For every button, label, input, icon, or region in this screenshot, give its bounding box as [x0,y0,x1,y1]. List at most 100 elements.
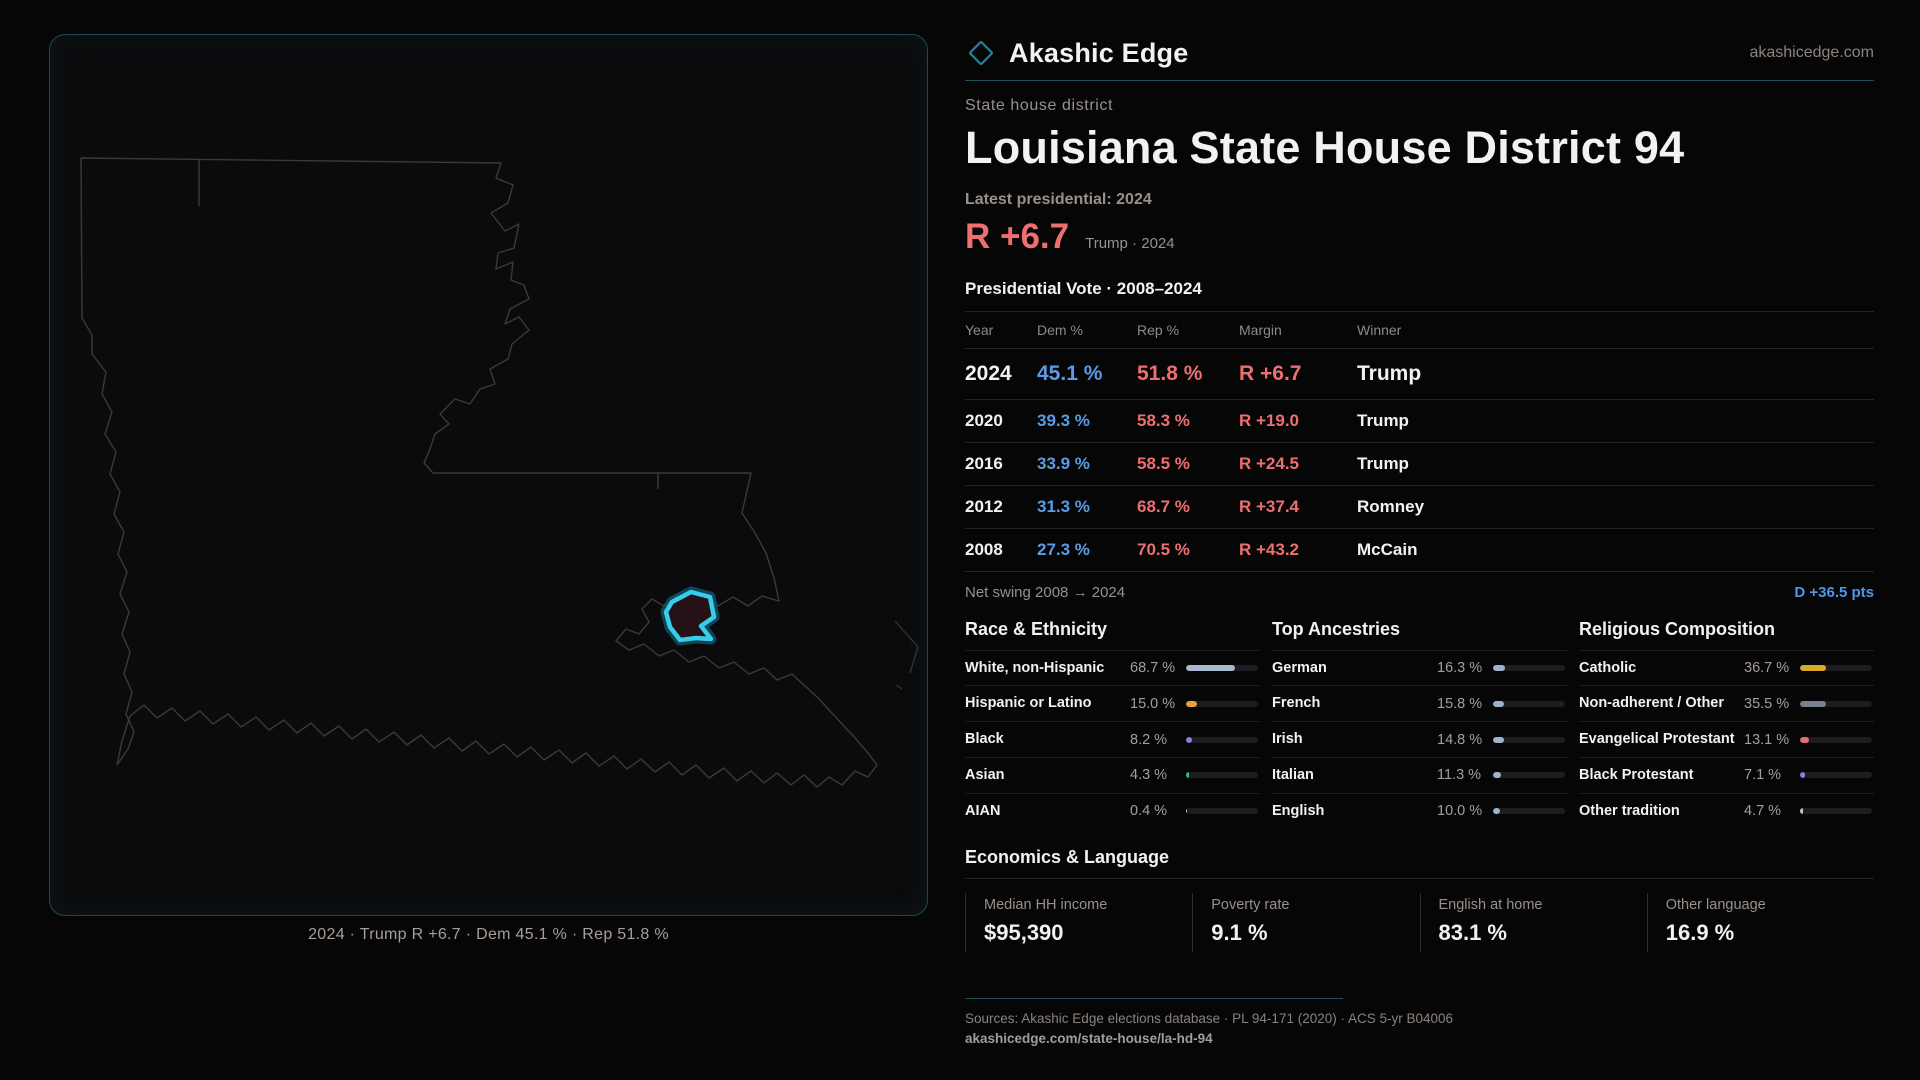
stat-row: English 10.0 % [1272,792,1567,829]
brand-header: Akashic Edge akashicedge.com [965,30,1874,76]
stat-label: French [1272,695,1321,712]
stat-row: AIAN 0.4 % [965,792,1260,829]
stat-value: 16.3 % [1437,659,1483,676]
stat-label: English [1272,802,1325,819]
eyebrow-label: State house district [965,97,1114,114]
stat-bar [1800,772,1872,779]
diamond-logo-icon [969,41,993,65]
row-divider [965,398,1874,400]
stat-label: Poverty rate [1211,896,1290,913]
cell-winner: Trump [1357,361,1422,385]
stat-cell: Poverty rate 9.1 % [1192,892,1419,952]
stat-bar [1493,700,1565,707]
cell-margin: R +19.0 [1239,410,1300,430]
cell-year: 2020 [965,410,1003,430]
state-outline [80,157,878,788]
latest-presidential-label: Latest presidential: 2024 [965,190,1152,208]
cell-dem: 45.1 % [1037,361,1103,385]
table-row: 2020 39.3 % 58.3 % R +19.0 Trump [965,400,1874,442]
col-margin: Margin [1239,321,1282,338]
stat-value: 10.0 % [1437,803,1483,820]
row-divider [965,484,1874,486]
table-row: 2012 31.3 % 68.7 % R +37.4 Romney [965,486,1874,528]
net-swing-row: Net swing 2008 → 2024 D +36.5 pts [965,572,1874,607]
stat-row: Catholic 36.7 % [1579,649,1874,686]
stat-row: Black Protestant 7.1 % [1579,757,1874,793]
stat-cell: Median HH income $95,390 [965,892,1192,952]
net-swing-value: D +36.5 pts [1794,583,1874,601]
stat-value: 0.4 % [1130,803,1168,820]
brand-name: Akashic Edge [1009,37,1189,68]
permalink-url[interactable]: akashicedge.com/state-house/la-hd-94 [965,1030,1213,1046]
cell-winner: Trump [1357,453,1409,473]
table-top-divider [965,310,1874,312]
row-divider [965,527,1874,529]
cell-rep: 51.8 % [1137,361,1203,385]
table-row: 2016 33.9 % 58.5 % R +24.5 Trump [965,443,1874,485]
table-header-row: Year Dem % Rep % Margin Winner [965,312,1874,348]
stat-bar [1186,664,1258,671]
stat-label: German [1272,659,1327,676]
stat-value: $95,390 [984,919,1064,945]
stat-label: Other language [1665,896,1766,913]
footer: Sources: Akashic Edge elections database… [965,997,1874,1048]
stat-bar [1800,700,1872,707]
stat-row: Italian 11.3 % [1272,757,1567,793]
cell-dem: 31.3 % [1037,496,1090,516]
stat-row: Irish 14.8 % [1272,721,1567,757]
economics-title: Economics & Language [965,846,1170,867]
stat-value: 4.3 % [1130,767,1168,784]
col-year: Year [965,321,994,338]
ancestries-column: Top Ancestries German 16.3 % French 15.8… [1272,619,1567,829]
district-94-shape[interactable] [663,589,717,643]
col-dem: Dem % [1037,321,1083,338]
stat-label: Catholic [1579,659,1637,676]
stat-cell: Other language 16.9 % [1646,892,1874,952]
stat-value: 14.8 % [1437,731,1483,748]
headline-margin-value: R +6.7 [965,216,1070,256]
stat-label: Non-adherent / Other [1579,695,1725,712]
cell-year: 2008 [965,539,1003,559]
cell-year: 2012 [965,496,1003,516]
row-divider [965,441,1874,443]
race-ethnicity-column: Race & Ethnicity White, non-Hispanic 68.… [965,619,1260,829]
section-title: Race & Ethnicity [965,618,1108,639]
brand-domain-link[interactable]: akashicedge.com [1749,44,1874,61]
stat-bar [1186,700,1258,707]
stat-value: 4.7 % [1744,803,1782,820]
stat-label: Asian [965,767,1005,784]
stat-label: English at home [1438,896,1543,913]
stat-row: Evangelical Protestant 13.1 % [1579,721,1874,757]
stat-label: Median HH income [984,896,1108,913]
stat-bar [1493,772,1565,779]
cell-dem: 39.3 % [1037,410,1090,430]
barrier-islet [895,684,903,690]
stat-value: 35.5 % [1744,695,1790,712]
stat-label: Irish [1272,731,1303,748]
stat-value: 83.1 % [1438,919,1508,945]
stat-value: 9.1 % [1211,919,1268,945]
cell-margin: R +43.2 [1239,539,1300,559]
section-title: Religious Composition [1579,618,1775,639]
louisiana-map [80,157,919,788]
stat-row: French 15.8 % [1272,685,1567,721]
stat-cell: English at home 83.1 % [1419,892,1647,952]
stat-row: Other tradition 4.7 % [1579,792,1874,829]
stat-bar [1800,664,1872,671]
district-map-panel [49,34,928,916]
headline-margin-context: Trump · 2024 [1085,234,1175,252]
cell-winner: Trump [1357,410,1409,430]
cell-margin: R +37.4 [1239,496,1300,516]
footer-divider [965,997,1343,999]
col-rep: Rep % [1137,321,1180,338]
cell-margin: R +6.7 [1239,361,1302,385]
stat-label: Black Protestant [1579,767,1694,784]
cell-year: 2024 [965,361,1012,385]
stat-bar [1186,772,1258,779]
cell-year: 2016 [965,453,1003,473]
page-title: Louisiana State House District 94 [965,122,1685,173]
stat-label: Hispanic or Latino [965,695,1092,712]
stat-bar [1800,736,1872,743]
stat-bar [1800,808,1872,815]
stat-label: AIAN [965,802,1001,819]
